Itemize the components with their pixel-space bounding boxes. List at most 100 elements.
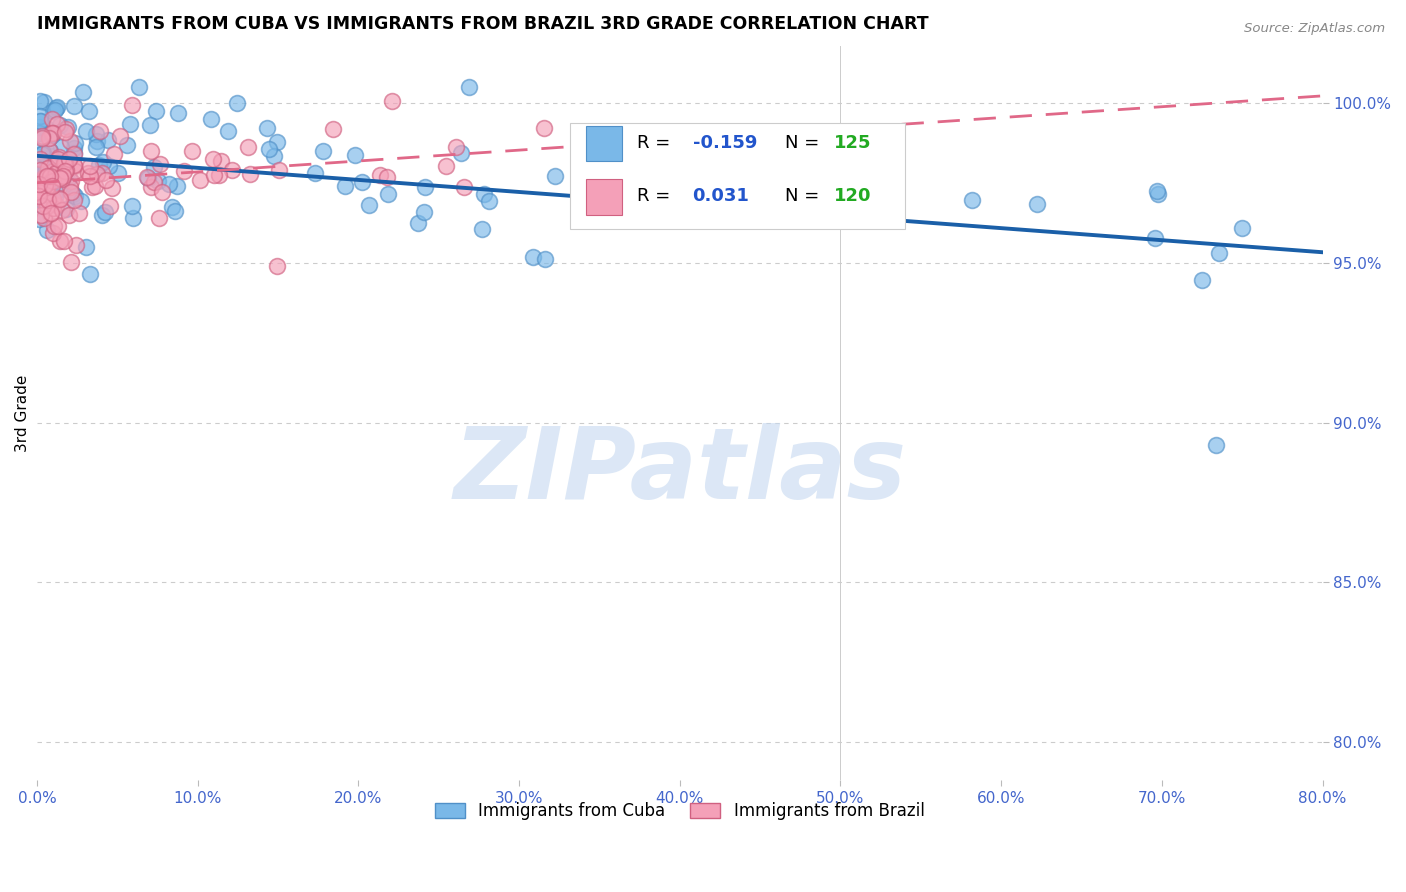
- Point: [207, 168, 229, 182]
- Point: [55, 122, 77, 136]
- Point: [42, 104, 65, 119]
- Point: [60, 185, 83, 199]
- Point: [444, 140, 467, 154]
- Point: [89, 124, 111, 138]
- Point: [44, 171, 66, 186]
- Point: [381, 94, 404, 108]
- Point: [75, 240, 97, 254]
- Point: [148, 211, 170, 225]
- Text: R =: R =: [637, 187, 676, 205]
- Point: [39, 153, 62, 168]
- Point: [32, 165, 55, 179]
- Point: [266, 136, 288, 150]
- Point: [141, 145, 163, 159]
- Point: [44, 190, 66, 204]
- Point: [62, 187, 84, 202]
- Point: [41, 126, 63, 140]
- Point: [65, 237, 87, 252]
- Point: [34, 95, 56, 110]
- Point: [48, 150, 70, 164]
- Point: [31, 194, 53, 208]
- Point: [150, 185, 173, 199]
- Point: [585, 139, 607, 153]
- Point: [434, 159, 457, 173]
- Point: [84, 139, 107, 153]
- Text: 0.031: 0.031: [693, 187, 749, 205]
- Point: [35, 161, 58, 176]
- Point: [27, 184, 49, 198]
- FancyBboxPatch shape: [571, 123, 904, 229]
- Point: [55, 163, 77, 178]
- Point: [63, 158, 86, 172]
- Point: [41, 128, 63, 142]
- Point: [808, 161, 831, 175]
- Point: [59, 179, 82, 194]
- Point: [34, 170, 56, 185]
- Point: [34, 169, 56, 184]
- Point: [201, 152, 224, 166]
- Point: [38, 131, 60, 145]
- Point: [79, 169, 101, 183]
- Point: [56, 173, 79, 187]
- Point: [42, 192, 65, 206]
- Point: [28, 152, 51, 166]
- Point: [41, 174, 63, 188]
- Point: [458, 80, 481, 95]
- Point: [1208, 246, 1230, 260]
- Point: [48, 170, 70, 185]
- Point: [789, 178, 811, 193]
- Point: [148, 156, 170, 170]
- Point: [202, 168, 225, 182]
- Point: [121, 199, 143, 213]
- Point: [39, 206, 62, 220]
- Point: [166, 178, 188, 193]
- Point: [226, 95, 249, 110]
- Point: [118, 116, 141, 130]
- Point: [544, 169, 567, 183]
- Point: [100, 199, 122, 213]
- Point: [62, 99, 84, 113]
- Point: [28, 185, 51, 199]
- Point: [53, 156, 76, 170]
- Point: [34, 197, 56, 211]
- Text: 125: 125: [834, 135, 872, 153]
- Point: [217, 124, 239, 138]
- Point: [257, 142, 280, 156]
- Point: [51, 202, 73, 217]
- Point: [28, 94, 51, 108]
- Point: [58, 208, 80, 222]
- Point: [63, 193, 86, 207]
- Point: [31, 146, 53, 161]
- Point: [406, 215, 429, 229]
- Point: [35, 121, 58, 136]
- Point: [84, 178, 107, 193]
- Point: [69, 194, 91, 208]
- Point: [79, 103, 101, 118]
- Point: [42, 219, 65, 233]
- Point: [413, 205, 436, 219]
- Point: [41, 174, 63, 188]
- Point: [60, 174, 83, 188]
- Point: [35, 222, 58, 236]
- Point: [55, 164, 77, 178]
- Point: [49, 192, 72, 206]
- Point: [63, 146, 86, 161]
- Point: [136, 169, 159, 184]
- Point: [28, 109, 51, 123]
- Point: [107, 166, 129, 180]
- Point: [86, 127, 108, 141]
- Point: [27, 177, 49, 191]
- Point: [34, 190, 56, 204]
- Point: [37, 193, 59, 207]
- Point: [55, 202, 77, 217]
- Point: [34, 211, 56, 225]
- Text: N =: N =: [785, 135, 825, 153]
- Point: [375, 170, 398, 185]
- Point: [27, 188, 49, 202]
- Point: [52, 156, 75, 170]
- Point: [46, 164, 69, 178]
- FancyBboxPatch shape: [586, 126, 621, 161]
- Point: [30, 209, 52, 223]
- Point: [1191, 273, 1213, 287]
- Point: [58, 171, 80, 186]
